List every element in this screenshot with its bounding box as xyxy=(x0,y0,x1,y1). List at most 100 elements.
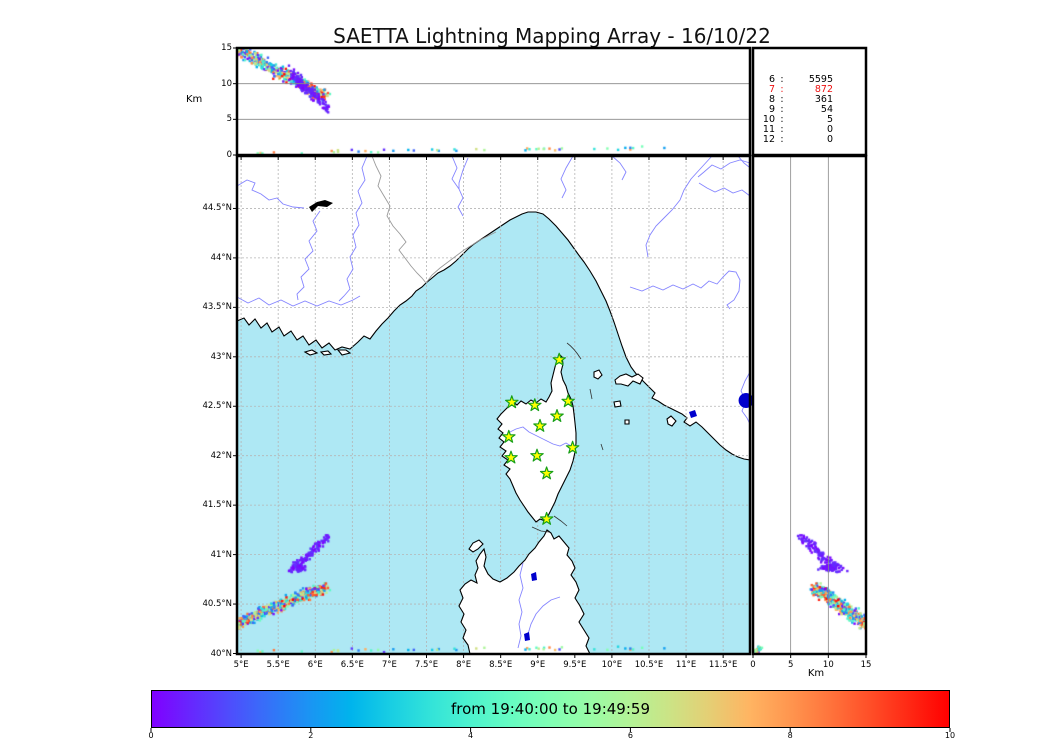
lon-tick-label: 8.5°E xyxy=(489,660,513,670)
lon-tick-label: 5.5°E xyxy=(266,660,290,670)
alt-axis-label: Km xyxy=(186,94,203,105)
lma-station-star xyxy=(550,409,564,422)
lon-tick-label: 9.5°E xyxy=(563,660,587,670)
country-border xyxy=(371,155,427,284)
altitude-longitude-scatter xyxy=(237,48,750,155)
lat-tick-label: 44.5°N xyxy=(202,203,232,214)
lat-tick-label: 41°N xyxy=(210,549,232,560)
river xyxy=(517,562,524,649)
map-line-mark xyxy=(600,443,604,451)
river xyxy=(737,155,750,168)
river xyxy=(697,159,751,178)
map-line-mark xyxy=(553,515,568,527)
colorbar: from 19:40:00 to 19:49:59 xyxy=(151,690,950,728)
stats-colon: : xyxy=(780,84,784,95)
stats-source-count: 0 xyxy=(826,124,833,135)
stats-colon: : xyxy=(780,124,784,135)
altitude-latitude-scatter xyxy=(753,156,866,654)
stats-source-count: 0 xyxy=(826,134,833,145)
map-line-mark xyxy=(589,388,593,400)
right-panel-frame xyxy=(751,154,868,656)
stats-row: 12: 0 xyxy=(753,135,833,145)
lake-serre-poncon xyxy=(309,200,333,212)
river xyxy=(451,155,464,217)
right-xtick-label: 15 xyxy=(860,660,872,670)
stats-colon: : xyxy=(780,94,784,105)
lake xyxy=(531,572,537,581)
right-xtick-label: 5 xyxy=(787,660,794,670)
colorbar-tick-label: 4 xyxy=(468,731,474,740)
colorbar-tick-label: 10 xyxy=(944,731,956,740)
island xyxy=(336,349,352,356)
lon-tick-label: 10°E xyxy=(601,660,623,670)
stats-colon: : xyxy=(780,114,784,125)
river xyxy=(296,210,321,301)
lma-station-star xyxy=(539,466,554,480)
lon-tick-label: 8°E xyxy=(456,660,472,670)
stats-colon: : xyxy=(780,134,784,145)
colorbar-tick-label: 0 xyxy=(148,731,154,740)
lon-tick-label: 6°E xyxy=(307,660,323,670)
stats-station-count: 8 xyxy=(768,94,775,105)
colorbar-tick-label: 2 xyxy=(308,731,314,740)
lma-station-star xyxy=(561,394,575,408)
lma-station-star xyxy=(530,448,544,462)
lat-tick-label: 40°N xyxy=(210,648,232,659)
island xyxy=(666,415,677,427)
lat-tick-label: 44°N xyxy=(210,252,232,263)
river xyxy=(458,157,469,189)
stats-row: 8: 361 xyxy=(753,95,833,105)
alt-ytick-label: 10 xyxy=(221,78,232,89)
stats-station-count: 7 xyxy=(768,84,775,95)
lon-tick-label: 7°E xyxy=(381,660,397,670)
river xyxy=(236,295,361,307)
river xyxy=(740,371,751,425)
island xyxy=(614,373,644,387)
right-xtick-label: 0 xyxy=(750,660,756,670)
lat-tick-label: 41.5°N xyxy=(202,500,232,511)
stats-source-count: 361 xyxy=(814,94,833,105)
map-line-mark xyxy=(531,526,550,533)
lma-station-star xyxy=(552,352,566,366)
lat-tick-label: 42°N xyxy=(210,450,232,461)
stats-source-count: 872 xyxy=(814,84,833,95)
island xyxy=(496,352,577,523)
lon-tick-label: 10.5°E xyxy=(634,660,664,670)
river xyxy=(507,426,572,447)
island xyxy=(613,400,622,408)
river xyxy=(645,155,713,258)
stats-row: 7: 872 xyxy=(753,85,833,95)
lma-station-star xyxy=(533,418,547,432)
river xyxy=(236,179,305,209)
stats-row: 6: 5595 xyxy=(753,75,833,85)
map-frame xyxy=(235,154,752,656)
lon-tick-label: 6.5°E xyxy=(340,660,364,670)
lma-station-star xyxy=(528,398,542,412)
lake xyxy=(689,410,697,418)
stats-station-count: 6 xyxy=(768,74,775,85)
lat-tick-label: 43.5°N xyxy=(202,302,232,313)
alt-ytick-label: 0 xyxy=(226,150,232,160)
colorbar-tick-label: 6 xyxy=(627,731,633,740)
island xyxy=(319,350,333,356)
lma-station-star xyxy=(505,395,519,409)
island xyxy=(468,539,484,553)
lon-tick-label: 5°E xyxy=(233,660,249,670)
stats-station-count: 11 xyxy=(762,124,775,135)
lma-station-star xyxy=(539,511,554,525)
stats-station-count: 10 xyxy=(762,114,775,125)
lake xyxy=(524,632,530,641)
river xyxy=(698,182,751,197)
stats-colon: : xyxy=(780,104,784,115)
island xyxy=(458,529,591,655)
colorbar-label: from 19:40:00 to 19:49:59 xyxy=(450,700,650,718)
map-line-mark xyxy=(566,342,582,360)
alt-ytick-label: 15 xyxy=(221,43,232,53)
stats-row: 10: 5 xyxy=(753,115,833,125)
colorbar-tick-label: 8 xyxy=(787,731,793,740)
river xyxy=(611,155,627,181)
island xyxy=(303,349,319,356)
island xyxy=(624,419,630,425)
